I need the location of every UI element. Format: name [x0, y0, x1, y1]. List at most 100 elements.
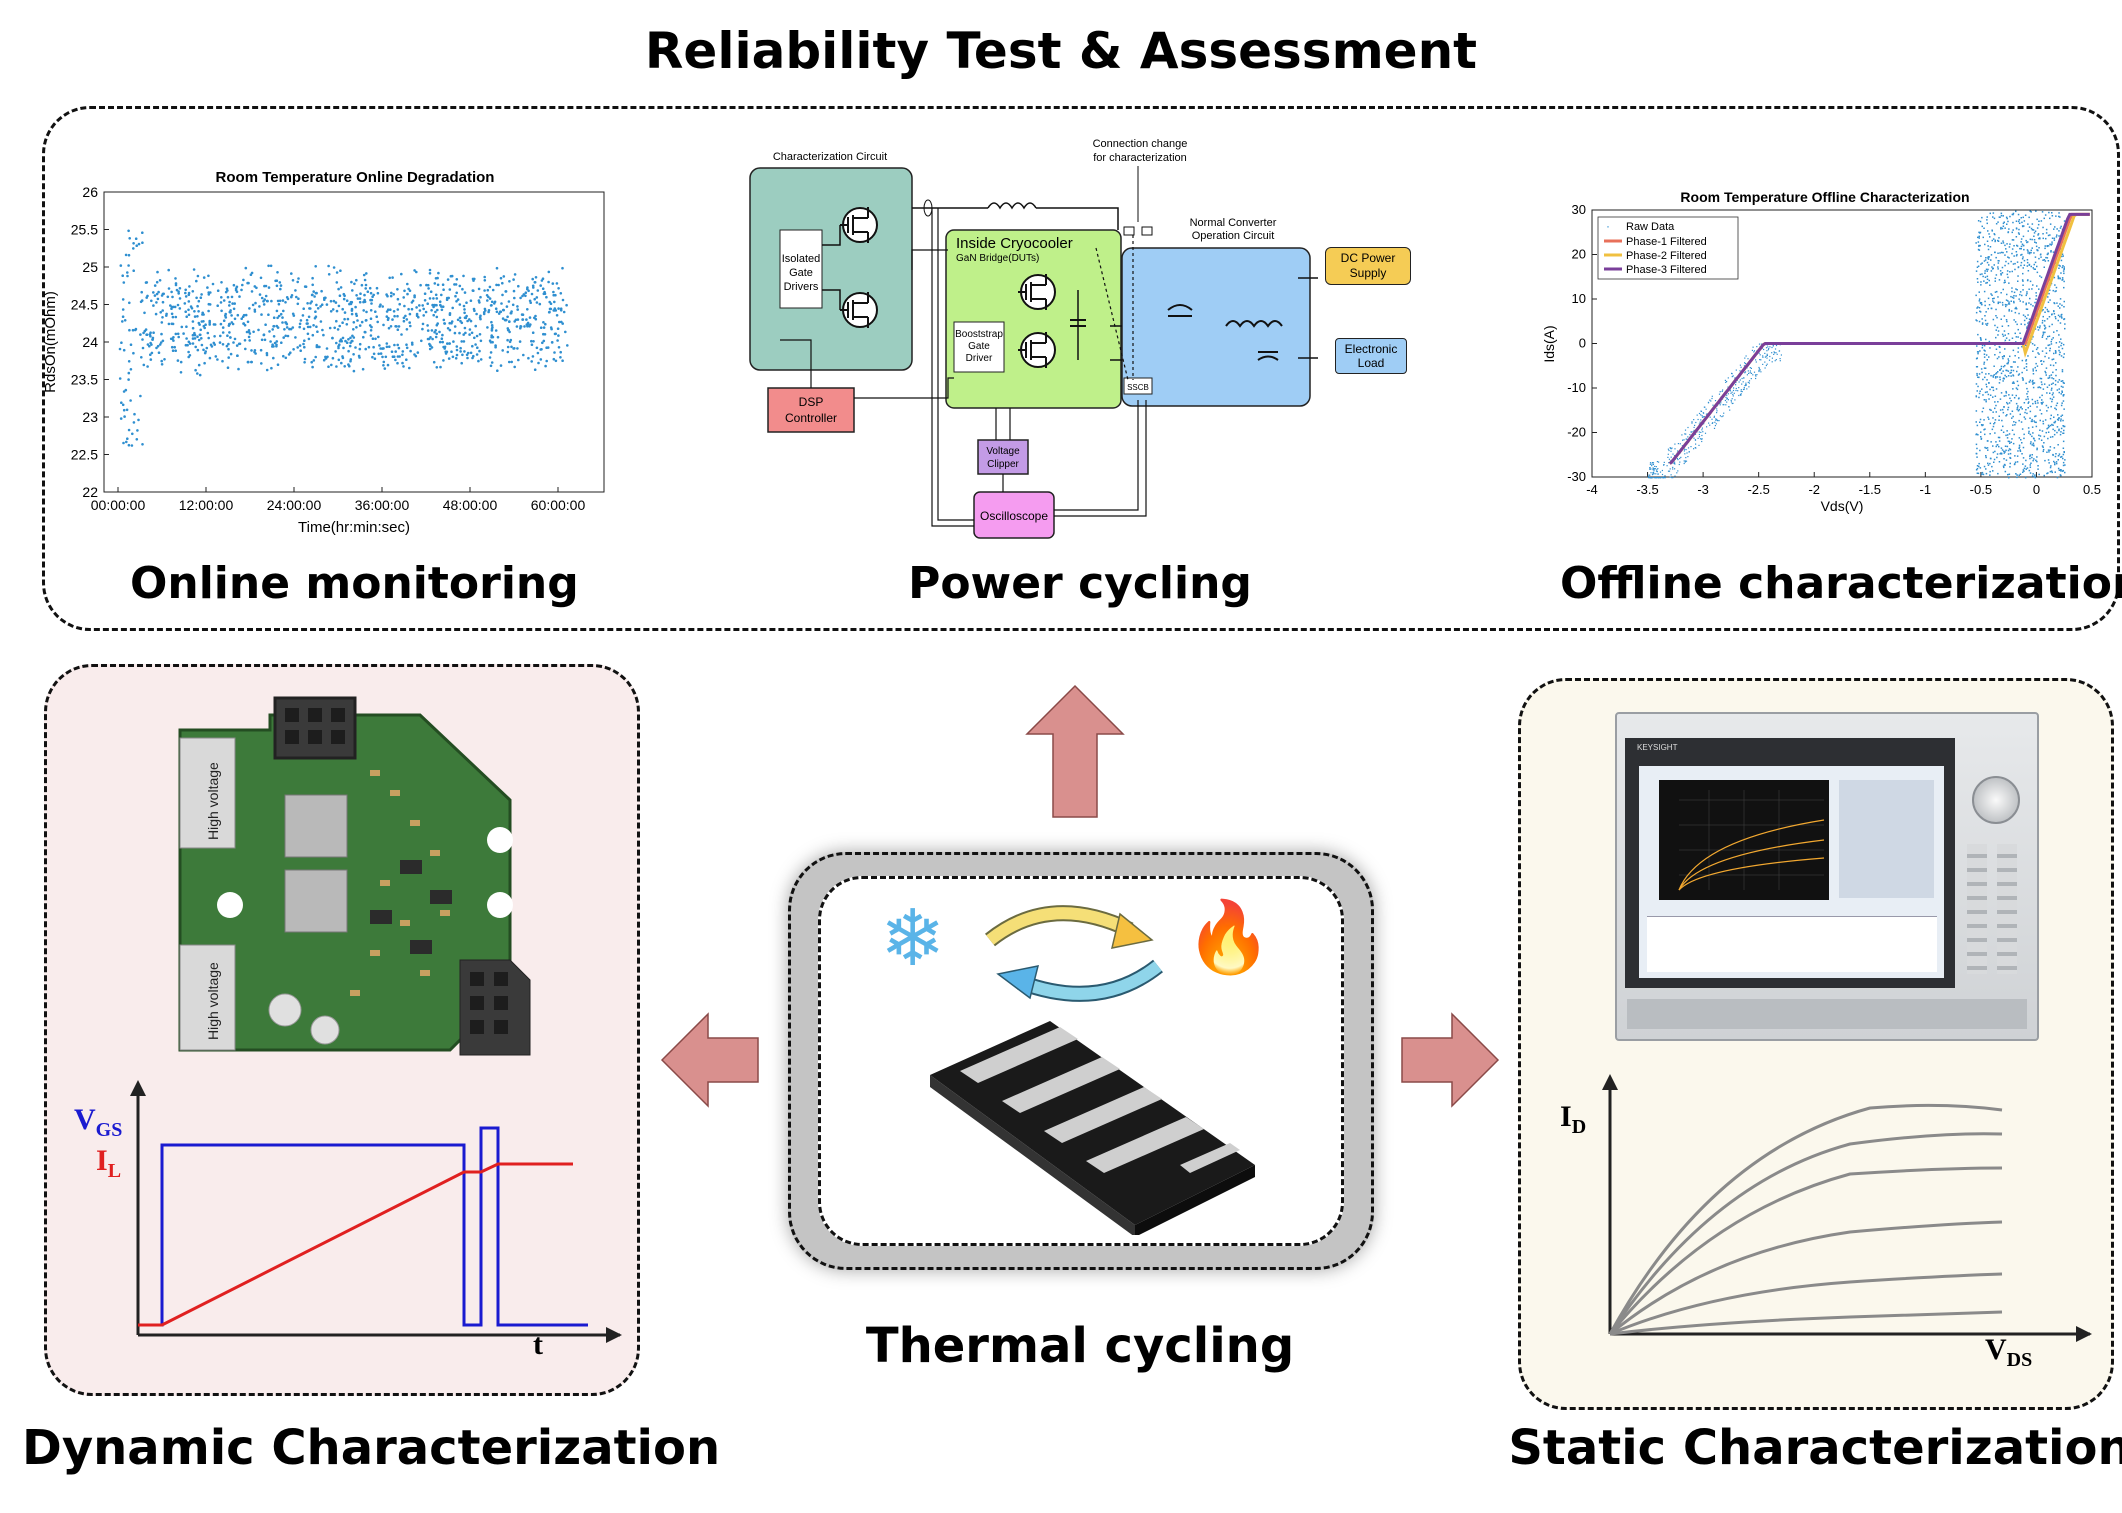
online-point — [556, 327, 560, 330]
online-point — [231, 322, 235, 326]
raw-data-point — [2034, 400, 2036, 403]
raw-data-point — [2045, 228, 2048, 231]
raw-data-point — [1980, 255, 1982, 257]
raw-data-point — [1979, 390, 1981, 392]
raw-data-point — [2016, 370, 2018, 373]
online-point — [335, 309, 339, 313]
online-point — [152, 331, 155, 334]
raw-data-point — [1981, 471, 1984, 474]
legend-raw-data: Raw Data — [1626, 221, 1675, 233]
raw-data-point — [2023, 259, 2026, 262]
raw-data-point — [2003, 221, 2005, 223]
raw-data-point — [2060, 427, 2063, 430]
online-point — [421, 322, 425, 326]
online-point — [410, 307, 414, 311]
raw-data-point — [1990, 270, 1993, 272]
raw-data-point — [2061, 455, 2063, 458]
raw-data-point — [1979, 310, 1981, 312]
raw-data-point — [1679, 443, 1681, 445]
raw-data-point — [1677, 450, 1679, 452]
raw-data-point — [2011, 287, 2013, 289]
online-point — [387, 326, 391, 330]
online-point — [486, 299, 489, 302]
analyzer-knob[interactable] — [1972, 776, 2020, 824]
online-point — [160, 363, 164, 366]
online-point — [157, 290, 160, 294]
online-point — [368, 324, 372, 327]
raw-data-point — [2026, 393, 2028, 395]
online-point — [497, 312, 501, 315]
online-point — [258, 293, 262, 296]
online-point — [128, 237, 131, 240]
raw-data-point — [2004, 244, 2006, 247]
dc-power-text-1: DC Power — [1340, 251, 1396, 265]
raw-data-point — [1707, 402, 1710, 404]
raw-data-point — [2017, 280, 2019, 282]
raw-data-point — [1693, 426, 1695, 428]
raw-data-point — [2054, 226, 2056, 228]
offline-x-tick-label: 0 — [2033, 482, 2040, 497]
online-point — [235, 344, 239, 347]
online-point — [279, 287, 282, 291]
raw-data-point — [2046, 257, 2049, 259]
raw-data-point — [1651, 462, 1653, 464]
raw-data-point — [2036, 456, 2038, 458]
raw-data-point — [2000, 392, 2003, 394]
online-point — [277, 314, 281, 318]
raw-data-point — [1679, 461, 1681, 463]
raw-data-point — [2015, 220, 2018, 222]
offline-y-tick-label: 0 — [1579, 336, 1586, 351]
online-point — [350, 280, 353, 284]
online-point — [208, 303, 212, 306]
raw-data-point — [2017, 232, 2020, 234]
online-point — [372, 345, 375, 349]
online-point — [391, 276, 394, 279]
raw-data-point — [1674, 448, 1676, 450]
online-point — [146, 365, 149, 368]
online-point — [536, 351, 540, 355]
raw-data-point — [2054, 316, 2057, 318]
raw-data-point — [1667, 456, 1669, 458]
raw-data-point — [1672, 468, 1674, 470]
raw-data-point — [2033, 235, 2035, 237]
raw-data-point — [1993, 461, 1995, 463]
raw-data-point — [2056, 330, 2058, 332]
online-point — [386, 318, 390, 322]
raw-data-point — [2006, 434, 2009, 436]
raw-data-point — [2060, 344, 2062, 347]
raw-data-point — [1719, 404, 1721, 406]
raw-data-point — [2027, 230, 2029, 232]
id-label-main: I — [1560, 1100, 1572, 1133]
raw-data-point — [2060, 255, 2063, 258]
online-point — [348, 344, 352, 348]
raw-data-point — [2042, 331, 2045, 333]
raw-data-point — [2051, 423, 2053, 426]
online-point — [174, 332, 178, 336]
raw-data-point — [2042, 259, 2044, 261]
online-point — [385, 315, 389, 318]
raw-data-point — [2021, 359, 2024, 362]
raw-data-point — [1989, 457, 1992, 460]
online-point — [316, 330, 319, 333]
online-point — [458, 284, 462, 288]
raw-data-point — [1749, 372, 1751, 374]
raw-data-point — [2023, 467, 2026, 470]
raw-data-point — [2042, 448, 2045, 451]
dsp-text-2: Controller — [785, 411, 837, 425]
raw-data-point — [1740, 390, 1742, 392]
online-point — [226, 366, 230, 369]
raw-data-point — [1987, 258, 1990, 260]
raw-data-point — [2001, 449, 2004, 451]
raw-data-point — [2003, 378, 2005, 380]
raw-data-point — [2013, 382, 2015, 384]
online-point — [531, 277, 534, 281]
raw-data-point — [2008, 246, 2011, 248]
online-point — [403, 289, 406, 293]
online-point — [566, 344, 569, 347]
raw-data-point — [2037, 352, 2039, 354]
online-point — [127, 443, 131, 447]
raw-data-point — [2025, 294, 2027, 297]
raw-data-point — [2000, 251, 2003, 254]
raw-data-point — [1985, 455, 1987, 457]
raw-data-point — [2036, 347, 2039, 349]
